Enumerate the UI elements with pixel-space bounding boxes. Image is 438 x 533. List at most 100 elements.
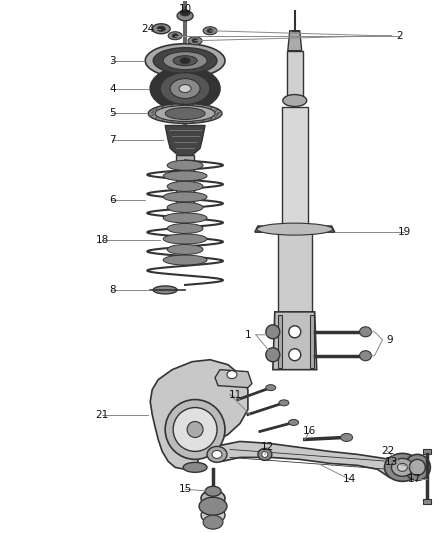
- Ellipse shape: [360, 351, 371, 361]
- Text: 6: 6: [109, 195, 116, 205]
- Ellipse shape: [279, 400, 289, 406]
- Ellipse shape: [163, 52, 207, 70]
- Ellipse shape: [145, 44, 225, 78]
- Ellipse shape: [404, 455, 430, 480]
- Ellipse shape: [163, 171, 207, 181]
- Ellipse shape: [180, 58, 190, 63]
- Bar: [287, 51, 303, 101]
- Polygon shape: [288, 31, 302, 51]
- Ellipse shape: [153, 47, 217, 74]
- Ellipse shape: [392, 458, 413, 477]
- Bar: [424, 499, 431, 504]
- Ellipse shape: [173, 408, 217, 451]
- Ellipse shape: [180, 10, 190, 16]
- Bar: [176, 155, 194, 210]
- Text: 15: 15: [178, 484, 192, 494]
- Ellipse shape: [257, 223, 332, 235]
- Ellipse shape: [163, 213, 207, 223]
- Ellipse shape: [289, 349, 301, 361]
- Ellipse shape: [385, 454, 420, 481]
- Ellipse shape: [266, 385, 276, 391]
- Ellipse shape: [163, 234, 207, 244]
- Ellipse shape: [266, 348, 280, 362]
- Ellipse shape: [289, 326, 301, 338]
- Ellipse shape: [148, 103, 222, 124]
- Bar: [278, 232, 312, 312]
- Text: 13: 13: [385, 457, 398, 467]
- Polygon shape: [273, 312, 317, 370]
- Ellipse shape: [360, 327, 371, 337]
- Ellipse shape: [201, 490, 225, 506]
- Text: 10: 10: [179, 4, 192, 14]
- Ellipse shape: [165, 400, 225, 459]
- Polygon shape: [215, 370, 252, 387]
- Ellipse shape: [203, 27, 217, 35]
- Text: 16: 16: [303, 426, 316, 437]
- Ellipse shape: [258, 448, 272, 461]
- Text: 7: 7: [109, 135, 116, 146]
- Text: 18: 18: [96, 235, 109, 245]
- Ellipse shape: [397, 463, 407, 471]
- Text: 3: 3: [109, 55, 116, 66]
- Ellipse shape: [167, 223, 203, 233]
- Text: 22: 22: [381, 447, 394, 456]
- Ellipse shape: [201, 507, 225, 523]
- Polygon shape: [255, 226, 335, 232]
- Polygon shape: [165, 125, 205, 155]
- Bar: [424, 449, 431, 455]
- Ellipse shape: [192, 39, 198, 43]
- Ellipse shape: [207, 29, 213, 33]
- Ellipse shape: [212, 450, 222, 458]
- Ellipse shape: [179, 85, 191, 93]
- Ellipse shape: [173, 55, 197, 66]
- Ellipse shape: [207, 447, 227, 462]
- Polygon shape: [150, 360, 248, 470]
- Ellipse shape: [150, 67, 220, 110]
- Ellipse shape: [165, 108, 205, 119]
- Text: 24: 24: [141, 24, 155, 34]
- Text: 14: 14: [343, 474, 356, 484]
- Text: 17: 17: [408, 474, 421, 484]
- Text: 5: 5: [109, 109, 116, 118]
- Text: 12: 12: [261, 442, 275, 453]
- Polygon shape: [213, 441, 407, 479]
- Ellipse shape: [163, 255, 207, 265]
- Ellipse shape: [262, 451, 268, 457]
- Text: 2: 2: [396, 31, 403, 41]
- Ellipse shape: [160, 72, 210, 104]
- Text: 21: 21: [96, 409, 109, 419]
- Ellipse shape: [172, 34, 178, 38]
- Ellipse shape: [177, 11, 193, 21]
- Ellipse shape: [227, 370, 237, 378]
- Text: 1: 1: [244, 330, 251, 340]
- Ellipse shape: [167, 245, 203, 254]
- Ellipse shape: [167, 181, 203, 191]
- Ellipse shape: [153, 286, 177, 294]
- Ellipse shape: [170, 78, 200, 99]
- Ellipse shape: [167, 160, 203, 171]
- Ellipse shape: [341, 433, 353, 441]
- Ellipse shape: [266, 325, 280, 339]
- Ellipse shape: [188, 37, 202, 45]
- Ellipse shape: [199, 497, 227, 515]
- Polygon shape: [278, 315, 282, 368]
- Text: 4: 4: [109, 84, 116, 94]
- Ellipse shape: [157, 26, 165, 31]
- Ellipse shape: [183, 462, 207, 472]
- Ellipse shape: [203, 515, 223, 529]
- Ellipse shape: [163, 192, 207, 202]
- Text: 11: 11: [228, 390, 242, 400]
- Ellipse shape: [152, 24, 170, 34]
- Polygon shape: [310, 315, 314, 368]
- Ellipse shape: [155, 106, 215, 122]
- Bar: [282, 107, 308, 226]
- Text: 8: 8: [109, 285, 116, 295]
- Ellipse shape: [167, 203, 203, 212]
- Ellipse shape: [289, 419, 299, 425]
- Text: 19: 19: [398, 227, 411, 237]
- Ellipse shape: [168, 32, 182, 40]
- Ellipse shape: [410, 459, 425, 475]
- Ellipse shape: [187, 422, 203, 438]
- Ellipse shape: [205, 486, 221, 496]
- Ellipse shape: [283, 94, 307, 107]
